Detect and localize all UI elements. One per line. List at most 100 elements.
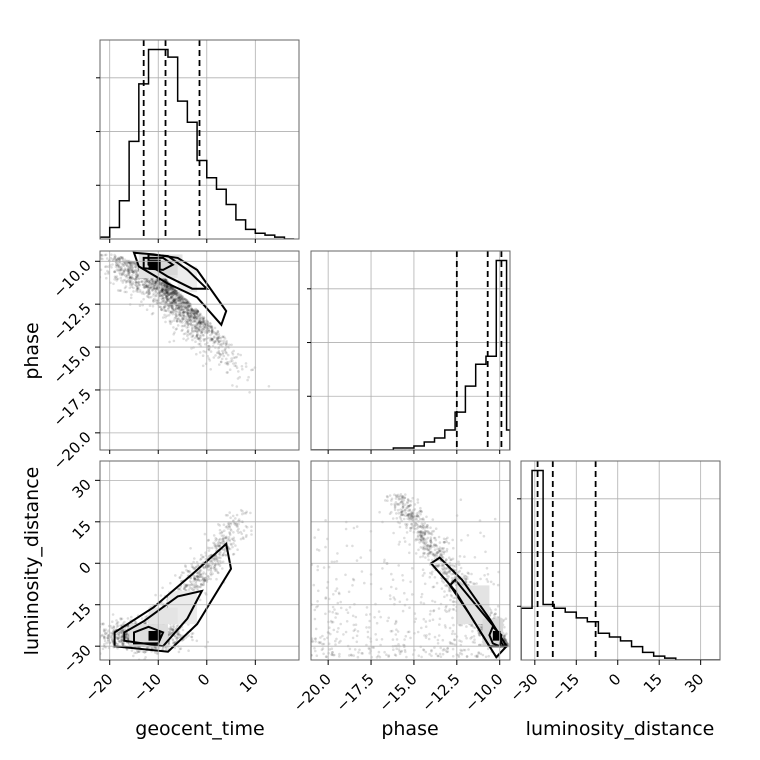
sample-point xyxy=(470,635,474,639)
sample-point xyxy=(169,287,173,291)
sample-point xyxy=(244,525,248,528)
sample-point xyxy=(232,356,236,360)
sample-point xyxy=(178,295,181,299)
sample-point xyxy=(160,289,163,292)
sample-point xyxy=(186,301,190,304)
sample-point xyxy=(315,548,319,551)
sample-point xyxy=(441,547,444,551)
sample-point xyxy=(173,287,176,291)
sample-point xyxy=(435,550,439,554)
sample-point xyxy=(199,335,202,338)
sample-point xyxy=(425,538,428,541)
sample-point xyxy=(142,297,145,301)
sample-point xyxy=(111,631,114,634)
sample-point xyxy=(185,635,189,638)
sample-point xyxy=(195,565,198,568)
sample-point xyxy=(186,323,190,326)
sample-point xyxy=(182,310,186,314)
sample-point xyxy=(106,639,110,643)
sample-point xyxy=(425,530,429,533)
sample-point xyxy=(404,508,407,512)
scatter-geocent_time-vs-phase-background xyxy=(100,251,299,450)
sample-point xyxy=(403,536,406,540)
sample-point xyxy=(140,280,144,283)
sample-point xyxy=(181,301,185,304)
sample-point xyxy=(179,298,183,302)
sample-point xyxy=(213,336,216,339)
sample-point xyxy=(355,640,359,644)
sample-point xyxy=(148,292,151,296)
sample-point xyxy=(489,609,493,612)
sample-point xyxy=(390,503,393,506)
sample-point xyxy=(196,578,199,581)
sample-point xyxy=(169,311,173,314)
sample-point xyxy=(115,625,119,629)
sample-point xyxy=(229,523,233,526)
sample-point xyxy=(414,521,418,525)
sample-point xyxy=(471,630,474,633)
sample-point xyxy=(334,616,337,619)
sample-point xyxy=(160,289,164,293)
sample-point xyxy=(126,264,129,268)
sample-point xyxy=(207,344,211,348)
sample-point xyxy=(166,287,169,291)
sample-point xyxy=(182,301,186,304)
sample-point xyxy=(411,511,415,515)
sample-point xyxy=(95,258,98,261)
sample-point xyxy=(134,280,138,284)
sample-point xyxy=(183,314,186,318)
sample-point xyxy=(197,328,201,332)
sample-point xyxy=(423,548,427,551)
sample-point xyxy=(166,286,170,290)
sample-point xyxy=(172,289,175,293)
sample-point xyxy=(195,327,198,330)
sample-point xyxy=(428,532,432,535)
sample-point xyxy=(424,525,427,529)
sample-point xyxy=(420,655,423,659)
sample-point xyxy=(215,538,219,541)
sample-point xyxy=(125,633,129,636)
sample-point xyxy=(122,269,125,273)
sample-point xyxy=(129,261,132,265)
sample-point xyxy=(196,333,199,337)
sample-point xyxy=(424,529,427,533)
sample-point xyxy=(176,291,179,295)
sample-point xyxy=(452,608,456,611)
sample-point xyxy=(123,286,127,290)
sample-point xyxy=(351,544,354,548)
sample-point xyxy=(460,572,464,576)
sample-point xyxy=(408,606,411,609)
sample-point xyxy=(447,575,451,578)
sample-point xyxy=(171,305,174,308)
sample-point xyxy=(186,308,189,312)
sample-point xyxy=(119,268,123,271)
sample-point xyxy=(427,552,430,555)
sample-point xyxy=(415,512,419,515)
sample-point xyxy=(420,626,423,630)
sample-point xyxy=(322,566,326,569)
sample-point xyxy=(148,283,151,287)
sample-point xyxy=(167,297,171,301)
sample-point xyxy=(396,493,400,497)
sample-point xyxy=(232,542,235,545)
sample-point xyxy=(344,573,347,577)
sample-point xyxy=(429,550,433,554)
sample-point xyxy=(171,638,174,641)
scatter-geocent_time-vs-luminosity_distance-contour-0 xyxy=(113,541,233,653)
sample-point xyxy=(421,546,425,550)
sample-point xyxy=(435,581,439,585)
sample-point xyxy=(493,615,497,619)
sample-point xyxy=(209,325,213,329)
sample-point xyxy=(135,277,138,281)
sample-point xyxy=(182,324,185,328)
sample-point xyxy=(444,537,448,541)
sample-point xyxy=(246,378,249,382)
sample-point xyxy=(182,313,185,317)
sample-point xyxy=(125,632,128,635)
sample-point xyxy=(117,639,120,643)
sample-point xyxy=(193,336,196,340)
sample-point xyxy=(409,504,412,507)
sample-point xyxy=(110,266,113,269)
sample-point xyxy=(443,624,447,627)
sample-point xyxy=(334,643,337,646)
